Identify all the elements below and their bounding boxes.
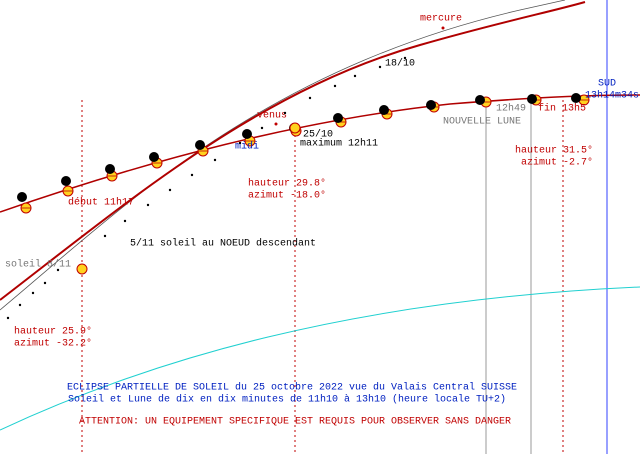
trail-dot [123, 219, 127, 223]
trail-dot [213, 158, 217, 162]
label: hauteur 29.8° [248, 178, 326, 190]
sun [289, 122, 301, 134]
trail-dot [260, 126, 264, 130]
trail-dot [18, 303, 22, 307]
moon [105, 164, 115, 174]
label: azimut -18.0° [248, 190, 326, 202]
moon [195, 140, 205, 150]
label: hauteur 25.9° [14, 326, 92, 338]
moon [242, 129, 252, 139]
trail-dot [190, 173, 194, 177]
moon [527, 94, 537, 104]
trail-dot [31, 291, 35, 295]
moon [426, 100, 436, 110]
label: hauteur 31.5° [515, 145, 593, 157]
trail-dot [403, 56, 407, 60]
label: maximum 12h11 [300, 138, 378, 150]
label: début 11h17 [68, 197, 134, 209]
label: NOUVELLE LUNE [443, 117, 521, 128]
trail-dot [103, 234, 107, 238]
labels: mercure 18/10 SUD 13h14m34s vénus midi 2… [5, 14, 639, 428]
trail-dot [378, 65, 382, 69]
label: mercure [420, 14, 462, 25]
trail-dot [168, 188, 172, 192]
label: soleil 8/11 [5, 259, 71, 271]
label: 12h49 [496, 103, 526, 115]
moon [475, 95, 485, 105]
trail-dot [56, 268, 60, 272]
trail-dot [308, 96, 312, 100]
label: 5/11 soleil au NOEUD descendant [130, 238, 316, 250]
label: midi [235, 141, 259, 153]
label: 25/10 [303, 129, 333, 141]
sun [76, 263, 88, 275]
label: fin 13h5 [538, 103, 586, 115]
trail-dot [43, 281, 47, 285]
moon [149, 152, 159, 162]
trail-dot [333, 84, 337, 88]
trail-dot [238, 141, 242, 145]
label: 13h14m34s [585, 90, 639, 102]
sun-moon-positions [17, 93, 590, 275]
label: 18/10 [385, 58, 415, 70]
moon [61, 176, 71, 186]
moon [17, 192, 27, 202]
label: azimut -2.7° [521, 157, 593, 169]
moon [379, 105, 389, 115]
moon [571, 93, 581, 103]
caption: ECLIPSE PARTIELLE DE SOLEIL du 25 octobr… [67, 382, 517, 394]
moon [333, 113, 343, 123]
warning: ATTENTION: UN EQUIPEMENT SPECIFIQUE EST … [79, 417, 511, 428]
trail-dot [146, 203, 150, 207]
label: vénus [257, 110, 287, 122]
trail-dot [283, 111, 287, 115]
label: SUD [598, 79, 616, 90]
label: azimut -32.2° [14, 338, 92, 350]
trail-dot [353, 74, 357, 78]
caption: Soleil et Lune de dix en dix minutes de … [68, 394, 506, 406]
trail-dot [6, 316, 10, 320]
